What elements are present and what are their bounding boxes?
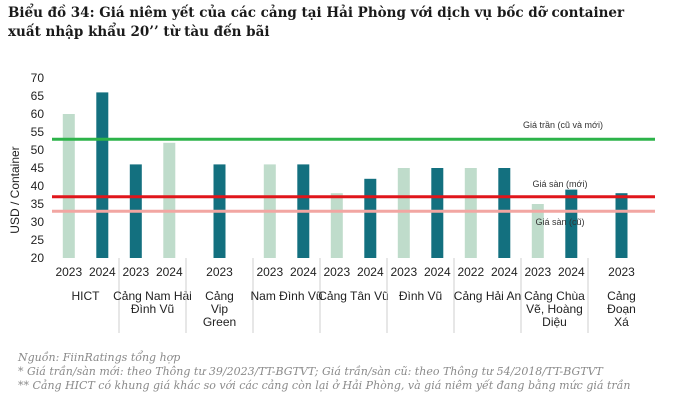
x-category-label: Cảng: [205, 289, 234, 303]
chart-title: Biểu đồ 34: Giá niêm yết của các cảng tạ…: [8, 4, 678, 42]
x-year-label: 2023: [256, 265, 283, 279]
x-category-label: Đình Vũ: [131, 302, 174, 316]
x-category-label: Nam Đình Vũ: [250, 289, 322, 303]
x-year-label: 2022: [457, 265, 484, 279]
bar-hict-2023: [62, 114, 75, 258]
x-category-label: Green: [203, 315, 236, 329]
bar-c-ng-h-i-an-2024: [498, 168, 511, 258]
reference-line-label: Giá sàn (cũ): [535, 217, 584, 227]
y-tick-label: 45: [31, 161, 45, 175]
bar-c-ng-h-i-an-2022: [464, 168, 477, 258]
y-tick-label: 30: [31, 215, 45, 229]
bar-c-ng-ch-a-v-ho-ng-di-u-2024: [565, 189, 578, 258]
bar-c-ng-o-n-x--2023: [615, 193, 628, 258]
x-category-label: Đình Vũ: [399, 289, 442, 303]
x-year-label: 2023: [323, 265, 350, 279]
bar-c-ng-nam-h-i-nh-v--2024: [163, 142, 176, 258]
reference-line-label: Giá sàn (mới): [533, 179, 588, 189]
x-year-label: 2023: [55, 265, 82, 279]
chart-title-line2: xuất nhập khẩu 20’’ từ tàu đến bãi: [8, 24, 270, 40]
x-year-label: 2023: [390, 265, 417, 279]
x-year-label: 2024: [89, 265, 116, 279]
bar-c-ng-t-n-v--2023: [330, 193, 343, 258]
x-category-label: Cảng Tân Vũ: [318, 289, 389, 303]
y-tick-label: 55: [31, 125, 45, 139]
x-year-label: 2024: [290, 265, 317, 279]
x-year-label: 2024: [491, 265, 518, 279]
reference-line-label: Giá trần (cũ và mới): [523, 120, 603, 130]
y-tick-label: 70: [31, 71, 45, 85]
x-category-label: Cảng Hải An: [454, 289, 521, 303]
y-tick-label: 25: [31, 233, 45, 247]
chart-title-line1: Biểu đồ 34: Giá niêm yết của các cảng tạ…: [8, 5, 625, 21]
x-category-label: Cảng: [607, 289, 636, 303]
y-tick-label: 20: [31, 251, 45, 265]
reference-lines: [52, 137, 655, 213]
y-tick-label: 60: [31, 107, 45, 121]
x-category-label: Cảng Chùa: [524, 289, 585, 303]
x-year-label: 2024: [156, 265, 183, 279]
x-category-label: Diệu: [542, 315, 567, 329]
x-year-label: 2023: [524, 265, 551, 279]
y-axis-label: USD / Container: [8, 146, 22, 233]
x-year-label: 2024: [357, 265, 384, 279]
bar-c-ng-t-n-v--2024: [364, 178, 377, 258]
x-category-label: Đoạn: [607, 302, 636, 316]
source-note: Nguồn: FiinRatings tổng hợp: [18, 351, 181, 364]
x-category-label: Vip: [211, 302, 228, 316]
footnote-1: * Giá trần/sàn mới: theo Thông tư 39/202…: [18, 365, 603, 378]
reference-labels: Giá trần (cũ và mới) Giá sàn (mới) Giá sàn…: [523, 120, 603, 227]
x-year-label: 2023: [206, 265, 233, 279]
x-year-label: 2023: [608, 265, 635, 279]
x-category-label: Vẽ, Hoàng: [526, 302, 583, 316]
footnote-2: ** Cảng HICT có khung giá khác so với cá…: [18, 379, 631, 392]
bar-hict-2024: [96, 92, 109, 259]
bar--nh-v--2024: [431, 168, 444, 258]
x-year-label: 2024: [424, 265, 451, 279]
y-tick-labels: 20 25 30 35 40 45 50 55 60 65 70: [31, 71, 45, 265]
x-category-label: Xá: [614, 315, 629, 329]
bar--nh-v--2023: [397, 168, 410, 258]
bars: [62, 92, 628, 259]
bar-c-ng-ch-a-v-ho-ng-di-u-2023: [531, 204, 544, 258]
x-year-label: 2024: [558, 265, 585, 279]
y-tick-label: 65: [31, 89, 45, 103]
y-tick-label: 50: [31, 143, 45, 157]
y-tick-label: 35: [31, 197, 45, 211]
y-tick-label: 40: [31, 179, 45, 193]
x-year-label: 2023: [122, 265, 149, 279]
x-category-label: Cảng Nam Hải: [113, 289, 192, 303]
x-category-label: HICT: [72, 289, 101, 303]
bar-chart: Giá trần (cũ và mới) Giá sàn (mới) Giá sàn…: [8, 71, 655, 333]
